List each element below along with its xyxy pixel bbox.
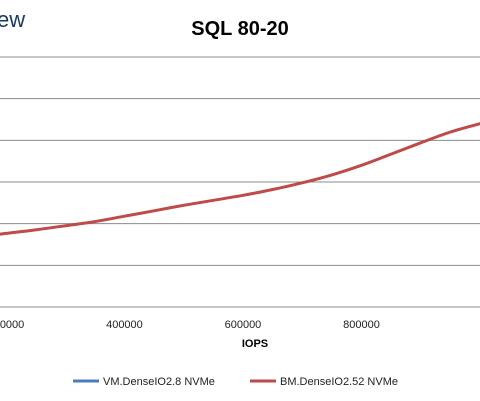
chart-title: SQL 80-20 [191, 18, 288, 40]
x-tick-label: 400000 [106, 319, 143, 331]
legend-label-0: VM.DenseIO2.8 NVMe [103, 376, 215, 388]
x-axis-title: IOPS [242, 338, 268, 350]
series-layer [0, 122, 480, 236]
legend: VM.DenseIO2.8 NVMe BM.DenseIO2.52 NVMe [73, 376, 398, 388]
brand-logo-fragment: ew [0, 7, 25, 32]
x-tick-label: 800000 [343, 319, 380, 331]
legend-label-1: BM.DenseIO2.52 NVMe [280, 376, 398, 388]
gridlines [0, 56, 480, 308]
x-tick-label: 600000 [225, 319, 262, 331]
series-line-1 [0, 122, 480, 236]
